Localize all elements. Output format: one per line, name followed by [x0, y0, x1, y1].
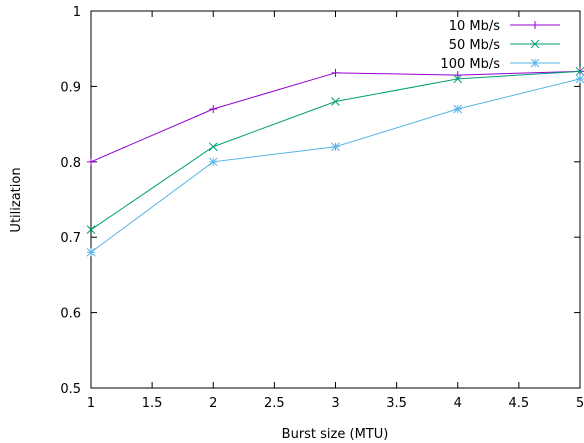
data-point-2-2	[208, 142, 218, 152]
y-tick-label: 0.7	[60, 231, 81, 246]
data-point-2-1	[86, 225, 96, 235]
legend-label-1: 10 Mb/s	[449, 19, 501, 34]
y-tick-label: 0.5	[60, 382, 81, 397]
series-group	[86, 66, 584, 257]
data-point-1-4	[453, 71, 462, 80]
x-tick-label: 4.5	[509, 396, 530, 411]
data-point-2-5	[575, 66, 584, 76]
y-axis-title: Utilization	[9, 167, 24, 232]
data-point-3-5	[575, 74, 584, 84]
series-line-3	[90, 78, 581, 253]
plot-frame	[90, 10, 581, 389]
legend-label-2: 50 Mb/s	[449, 38, 501, 53]
legend-label-3: 100 Mb/s	[440, 57, 500, 72]
data-point-2-4	[453, 74, 463, 84]
data-point-3-2	[208, 157, 218, 167]
y-tick-label: 0.9	[60, 80, 81, 95]
x-tick-label: 5	[576, 396, 584, 411]
x-tick-label: 2	[209, 396, 217, 411]
legend: 10 Mb/s 50 Mb/s 100 Mb/s	[440, 19, 560, 72]
x-tick-label: 4	[454, 396, 462, 411]
data-point-1-1	[87, 157, 95, 166]
data-point-1-2	[209, 105, 218, 114]
x-tick-label: 1	[87, 396, 95, 411]
legend-marker-1	[531, 21, 539, 29]
data-point-3-3	[331, 142, 340, 152]
x-tick-label: 2.5	[264, 396, 285, 411]
data-point-3-4	[453, 104, 463, 114]
x-tick-label: 1.5	[142, 396, 163, 411]
y-tick-label: 1	[73, 5, 81, 20]
data-point-2-3	[331, 97, 340, 106]
y-tick-label: 0.6	[60, 307, 81, 322]
legend-marker-2	[530, 39, 540, 49]
axis-ticks: 1 1.5 2 2.5 3 3.5 4 4.5 5 0.5 0.6 0.7 0.8 0.9 1	[60, 5, 584, 411]
data-point-3-1	[86, 247, 96, 257]
y-tick-label: 0.8	[60, 156, 81, 171]
legend-marker-3	[530, 58, 540, 68]
x-axis-title: Burst size (MTU)	[282, 427, 389, 442]
x-tick-label: 3.5	[386, 396, 407, 411]
data-point-1-3	[331, 68, 340, 77]
x-tick-label: 3	[331, 396, 339, 411]
